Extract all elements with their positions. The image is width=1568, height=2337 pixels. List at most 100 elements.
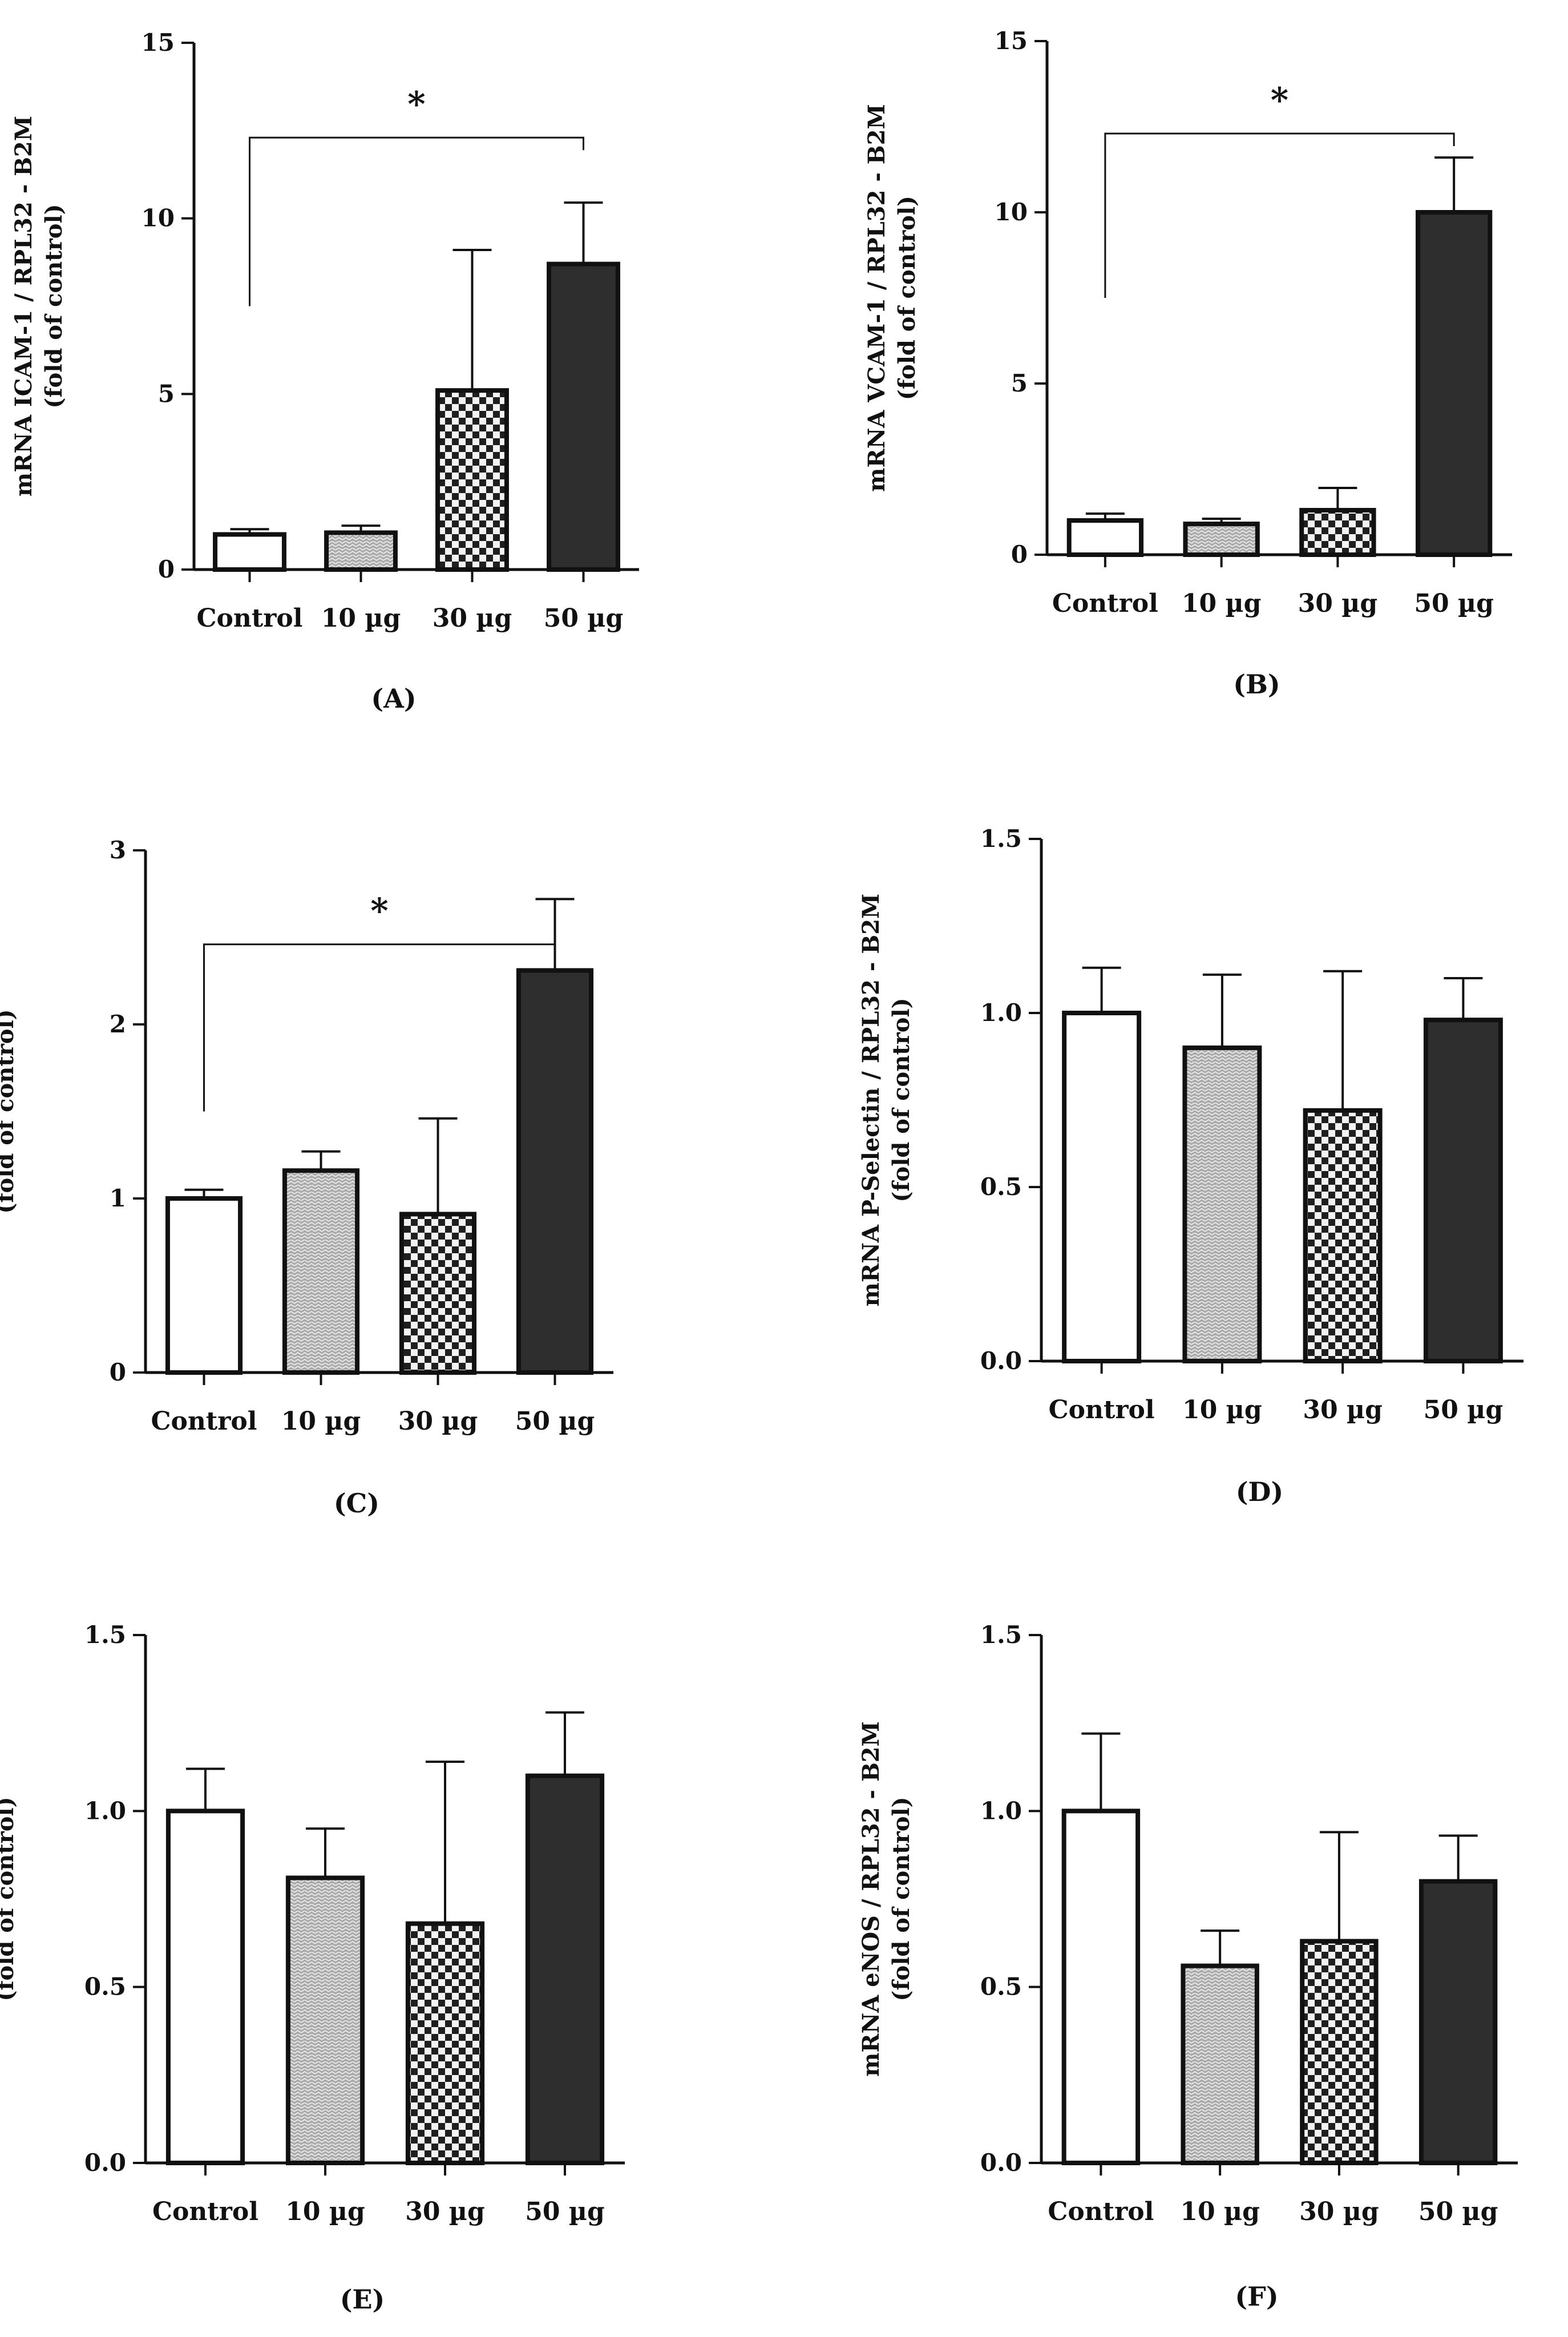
y-tick-label: 0 — [1011, 540, 1028, 568]
y-tick-label: 5 — [1011, 369, 1028, 397]
y-axis-sublabel: (fold of control) — [0, 1797, 19, 2001]
bar — [516, 968, 594, 1375]
y-tick-label: 5 — [158, 380, 175, 407]
bar — [547, 261, 620, 572]
y-tick-label: 0.0 — [84, 2149, 126, 2177]
y-tick-label: 1.5 — [980, 1621, 1022, 1649]
x-tick-label: 10 µg — [285, 2197, 365, 2226]
y-tick-label: 3 — [110, 836, 126, 864]
y-tick-label: 1.5 — [84, 1621, 126, 1649]
panel-label: (F) — [1235, 2281, 1278, 2312]
significance-bracket — [1104, 132, 1455, 298]
bar — [1182, 1046, 1262, 1363]
bar — [1303, 1108, 1383, 1364]
x-tick-label: 30 µg — [398, 1407, 478, 1436]
y-tick-label: 0.0 — [980, 2149, 1022, 2177]
x-tick-label: Control — [197, 604, 303, 633]
y-axis-sublabel: (fold of control) — [894, 196, 920, 400]
y-tick-label: 0 — [110, 1358, 126, 1386]
y-tick-label: 0.5 — [980, 1973, 1022, 2001]
chart-panel-a: 0 5 10 15 Control 10 µg 30 µg 50 µg * mRNA ICAM-1… — [10, 29, 639, 714]
x-tick-label: 50 µg — [525, 2197, 605, 2226]
bar — [165, 1809, 245, 2165]
y-tick-label: 0.5 — [980, 1173, 1022, 1201]
y-tick-label: 10 — [995, 198, 1028, 226]
y-tick-label: 1 — [110, 1184, 126, 1212]
y-tick-label: 1.5 — [980, 825, 1022, 853]
y-axis-label: mRNA ICAM-1 / RPL32 - B2M — [10, 116, 37, 497]
x-tick-label: 30 µg — [1299, 2197, 1379, 2226]
y-tick-label: 0 — [158, 555, 175, 583]
bar — [1183, 522, 1260, 557]
y-tick-label: 10 — [142, 204, 175, 232]
x-tick-label: 50 µg — [515, 1407, 595, 1436]
x-tick-label: 50 µg — [544, 604, 624, 633]
x-tick-label: 10 µg — [1182, 1395, 1262, 1424]
x-tick-label: 10 µg — [1180, 2197, 1260, 2226]
bar — [435, 388, 509, 572]
bar — [1419, 1879, 1498, 2166]
bar — [1415, 210, 1493, 557]
y-axis-sublabel: (fold of control) — [888, 998, 915, 1202]
x-tick-label: Control — [152, 2197, 258, 2226]
y-axis-label: mRNA P-Selectin / RPL32 - B2M — [858, 894, 884, 1307]
bar — [1066, 518, 1144, 557]
chart-panel-b: 0 5 10 15 Control 10 µg 30 µg 50 µg * mRNA VCAM-1… — [863, 27, 1512, 700]
y-axis-sublabel: (fold of control) — [41, 204, 67, 408]
y-axis-label: mRNA eNOS / RPL32 - B2M — [858, 1721, 884, 2077]
y-tick-label: 0.5 — [84, 1973, 126, 2001]
y-tick-label: 1.0 — [980, 1797, 1022, 1825]
x-tick-label: 30 µg — [1298, 589, 1378, 618]
bar — [405, 1921, 485, 2166]
bar — [1300, 1939, 1379, 2165]
y-tick-label: 1.0 — [980, 999, 1022, 1027]
bar — [282, 1168, 360, 1375]
y-tick-label: 2 — [110, 1010, 126, 1038]
x-tick-label: Control — [1052, 589, 1158, 618]
x-tick-label: 50 µg — [1419, 2197, 1498, 2226]
chart-panel-f: 0.0 0.5 1.0 1.5 Control 10 µg 30 µg 50 µg mRNA e… — [858, 1621, 1518, 2312]
bar — [1423, 1018, 1503, 1363]
bar — [1061, 1809, 1141, 2165]
x-tick-label: 10 µg — [1182, 589, 1262, 618]
significance-bracket — [203, 943, 556, 1112]
y-tick-label: 15 — [995, 27, 1028, 55]
y-axis-sublabel: (fold of control) — [0, 1009, 19, 1213]
bar — [1062, 1011, 1142, 1363]
x-tick-label: 50 µg — [1414, 589, 1494, 618]
significance-label: * — [1271, 80, 1288, 120]
significance-bracket — [249, 136, 584, 306]
x-tick-label: Control — [1048, 2197, 1154, 2226]
bar — [1181, 1963, 1259, 2166]
panel-label: (C) — [334, 1488, 379, 1519]
bar — [285, 1875, 365, 2165]
x-tick-label: Control — [151, 1407, 257, 1436]
y-tick-label: 1.0 — [84, 1797, 126, 1825]
y-axis-label: mRNA VCAM-1 / RPL32 - B2M — [863, 104, 890, 492]
bar — [213, 532, 286, 572]
y-tick-label: 0.0 — [980, 1347, 1022, 1375]
x-tick-label: Control — [1049, 1395, 1155, 1424]
y-axis-sublabel: (fold of control) — [888, 1797, 915, 2001]
bar — [1299, 508, 1376, 557]
x-tick-label: 50 µg — [1424, 1395, 1504, 1424]
bar — [324, 530, 398, 572]
panel-label: (E) — [340, 2284, 385, 2315]
x-tick-label: 10 µg — [321, 604, 401, 633]
bar — [399, 1212, 477, 1375]
panel-label: (A) — [371, 683, 416, 714]
x-tick-label: 30 µg — [405, 2197, 485, 2226]
bar — [525, 1773, 605, 2166]
panel-label: (B) — [1233, 669, 1280, 700]
x-tick-label: 30 µg — [433, 604, 512, 633]
panel-label: (D) — [1236, 1476, 1283, 1507]
x-tick-label: 10 µg — [281, 1407, 361, 1436]
significance-label: * — [370, 891, 388, 931]
significance-label: * — [407, 84, 425, 124]
chart-panel-d: 0.0 0.5 1.0 1.5 Control 10 µg 30 µg 50 µg mRNA P… — [858, 825, 1523, 1507]
x-tick-label: 30 µg — [1303, 1395, 1383, 1424]
